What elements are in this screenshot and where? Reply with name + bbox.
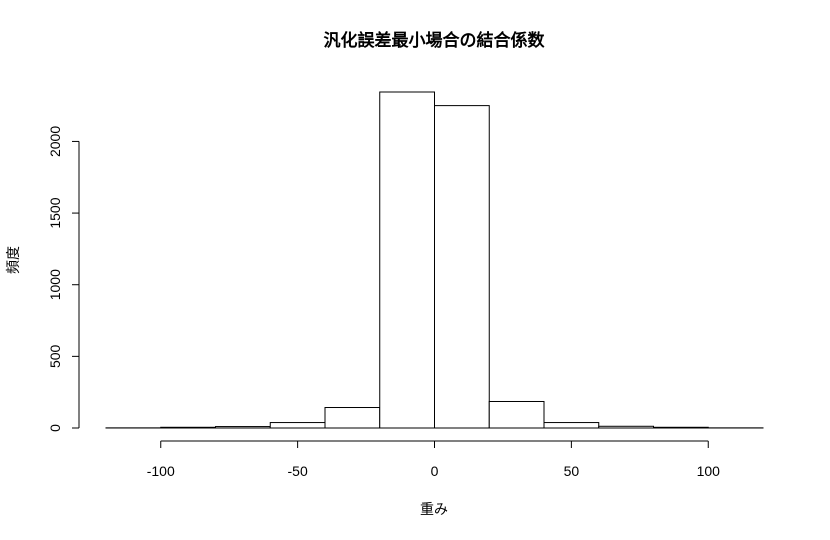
histogram-bar xyxy=(653,426,709,429)
histogram-bar xyxy=(379,91,435,429)
y-axis: 0 500 1000 1500 2000 xyxy=(47,126,80,432)
y-tick-label: 500 xyxy=(47,344,63,368)
histogram-bar xyxy=(215,426,271,429)
x-tick-label: -100 xyxy=(147,463,175,479)
y-tick-label: 2000 xyxy=(47,126,63,157)
x-axis: -100 -50 0 50 100 xyxy=(147,440,721,479)
histogram-bar xyxy=(543,422,600,429)
histogram-bar xyxy=(434,105,490,429)
histogram-bar xyxy=(598,425,654,429)
histogram-bar xyxy=(488,400,545,429)
x-axis-label: 重み xyxy=(420,502,448,518)
x-tick-label: 100 xyxy=(697,463,721,479)
y-axis-label: 頻度 xyxy=(6,246,22,274)
x-tick-label: 50 xyxy=(564,463,580,479)
histogram-bar xyxy=(269,422,326,429)
histogram-bar xyxy=(324,407,381,429)
y-tick-label: 0 xyxy=(47,424,63,432)
x-tick-label: -50 xyxy=(288,463,308,479)
chart-title: 汎化誤差最小場合の結合係数 xyxy=(324,30,546,51)
x-tick-label: 0 xyxy=(431,463,439,479)
y-tick-label: 1000 xyxy=(47,269,63,300)
bars-group xyxy=(105,91,764,429)
y-tick-label: 1500 xyxy=(47,197,63,228)
histogram-bar xyxy=(160,426,216,429)
